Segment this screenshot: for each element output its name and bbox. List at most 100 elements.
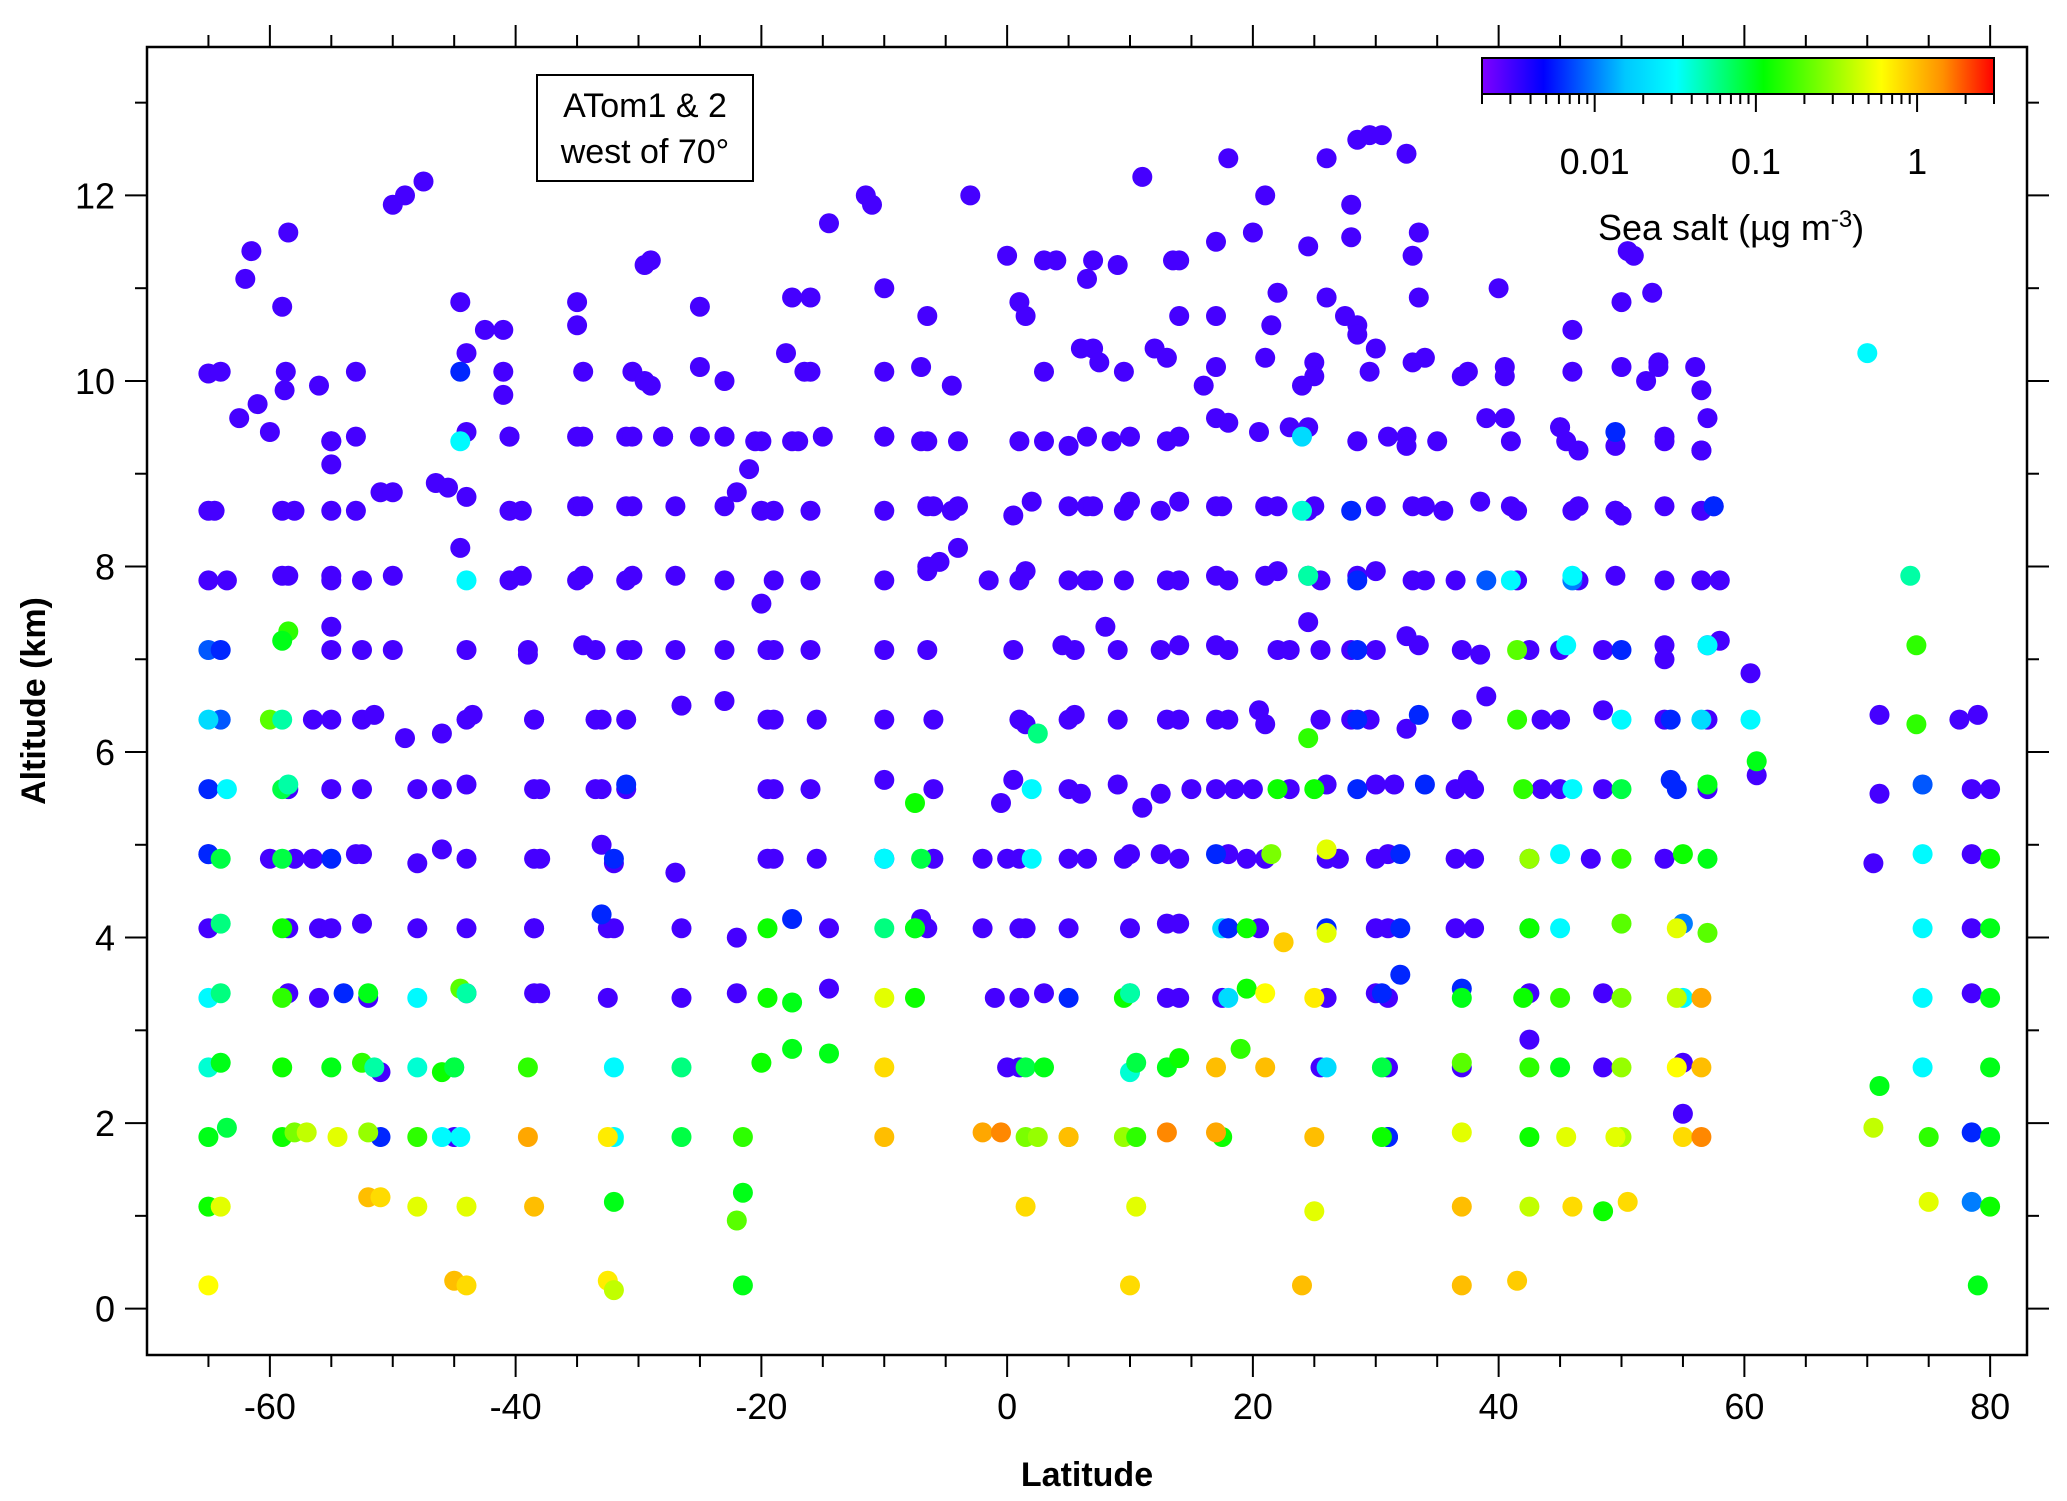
data-point	[1445, 918, 1466, 939]
data-point	[1672, 1103, 1693, 1124]
colorbar-label: Sea salt (µg m-3)	[1598, 206, 1864, 249]
data-point	[1083, 570, 1104, 591]
data-point	[1298, 565, 1319, 586]
data-point	[1912, 774, 1933, 795]
data-point	[431, 779, 452, 800]
data-point	[1058, 987, 1079, 1008]
data-point	[671, 1127, 692, 1147]
data-point	[1746, 751, 1767, 772]
data-point	[1611, 640, 1632, 660]
data-point	[1347, 570, 1368, 591]
data-point	[1218, 709, 1239, 730]
data-point	[874, 361, 895, 382]
data-point	[345, 361, 366, 382]
data-point	[1980, 848, 2001, 869]
data-point	[1642, 282, 1663, 303]
data-point	[1126, 1127, 1147, 1147]
data-point	[1212, 496, 1233, 517]
data-point	[259, 422, 280, 442]
data-point	[1666, 987, 1687, 1008]
data-point	[1451, 987, 1472, 1008]
data-point	[1298, 236, 1319, 257]
data-point	[493, 361, 514, 382]
data-point	[874, 769, 895, 790]
data-point	[456, 774, 477, 795]
data-point	[321, 640, 342, 660]
data-point	[1027, 1127, 1048, 1147]
data-point	[616, 774, 637, 795]
data-point	[296, 1122, 317, 1143]
data-point	[874, 709, 895, 730]
data-point	[1267, 779, 1288, 800]
data-point	[689, 296, 710, 317]
data-point	[1636, 371, 1657, 391]
data-point	[1507, 640, 1528, 660]
data-point	[1918, 1191, 1939, 1212]
y-tick-label: 6	[95, 732, 115, 773]
data-point	[1365, 774, 1386, 795]
data-point	[1107, 709, 1128, 730]
data-point	[1697, 922, 1718, 943]
data-point	[216, 779, 237, 800]
x-tick-label: -60	[244, 1386, 296, 1427]
y-tick-label: 2	[95, 1103, 115, 1144]
data-point	[1402, 245, 1423, 266]
data-point	[321, 918, 342, 939]
data-point	[1476, 686, 1497, 707]
data-point	[1900, 565, 1921, 586]
data-point	[247, 394, 268, 415]
data-point	[923, 779, 944, 800]
data-point	[1279, 640, 1300, 660]
data-points	[198, 125, 2001, 1301]
annotation-line-1: ATom1 & 2	[563, 87, 727, 125]
data-point	[1519, 1196, 1540, 1217]
data-point	[1169, 709, 1190, 730]
data-point	[1593, 1201, 1614, 1222]
data-point	[732, 1127, 753, 1147]
data-point	[1249, 422, 1269, 442]
data-point	[788, 431, 809, 452]
data-point	[1371, 1057, 1392, 1078]
data-point	[751, 593, 772, 614]
data-point	[874, 848, 895, 869]
data-point	[1169, 570, 1190, 591]
data-point	[911, 848, 932, 869]
colorbar-tick-label: 0.1	[1731, 141, 1781, 182]
data-point	[1611, 848, 1632, 869]
data-point	[1236, 978, 1257, 999]
data-point	[960, 185, 981, 206]
data-point	[732, 1182, 753, 1203]
x-tick-label: 20	[1233, 1386, 1273, 1427]
data-point	[782, 992, 803, 1013]
data-point	[1967, 1275, 1988, 1296]
data-point	[567, 292, 588, 313]
data-point	[1476, 570, 1497, 591]
data-point	[1390, 844, 1411, 865]
data-point	[874, 987, 895, 1008]
data-point	[1691, 380, 1712, 401]
data-point	[1519, 1029, 1540, 1050]
data-point	[1267, 496, 1288, 517]
data-point	[210, 1196, 231, 1217]
data-point	[1347, 431, 1368, 452]
data-point	[1077, 426, 1097, 447]
data-point	[665, 565, 686, 586]
data-point	[210, 848, 231, 869]
data-point	[1396, 718, 1417, 739]
data-point	[530, 983, 551, 1004]
data-point	[800, 640, 821, 660]
data-point	[450, 292, 471, 313]
data-point	[1378, 426, 1398, 447]
data-point	[1746, 765, 1767, 786]
data-point	[948, 431, 968, 452]
data-point	[800, 570, 821, 591]
data-point	[333, 983, 354, 1004]
data-point	[603, 1280, 624, 1301]
data-point	[1027, 723, 1048, 744]
data-point	[984, 987, 1005, 1008]
data-point	[1611, 357, 1632, 377]
data-point	[1267, 282, 1288, 303]
data-point	[640, 375, 661, 396]
data-point	[917, 640, 938, 660]
data-point	[1120, 983, 1140, 1004]
